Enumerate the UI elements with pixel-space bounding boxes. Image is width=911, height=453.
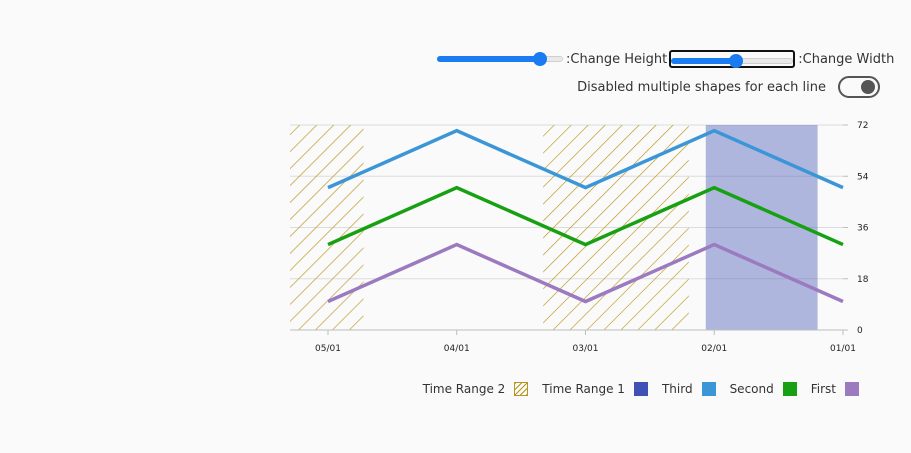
slider-fill (671, 58, 736, 64)
legend-item[interactable]: Time Range 2 (423, 382, 529, 396)
slider-thumb[interactable] (728, 54, 743, 68)
change-height-slider[interactable] (437, 50, 563, 68)
series-line-third (327, 128, 844, 190)
x-tick-label: 03/01 (573, 344, 599, 354)
series-line-second (327, 185, 844, 247)
y-tick-label: 0 (857, 326, 863, 336)
legend-label: Third (661, 382, 693, 396)
series-lines (327, 128, 844, 304)
slider-thumb[interactable] (533, 52, 548, 66)
y-tick-label: 72 (857, 121, 868, 131)
legend-label: First (810, 382, 836, 396)
size-controls: :Change Height :Change Width (437, 49, 896, 69)
time-ranges (290, 125, 818, 330)
legend-swatch (845, 382, 859, 396)
legend-label: Time Range 2 (422, 382, 506, 396)
legend-swatch (633, 382, 648, 396)
change-height-label: :Change Height (566, 51, 668, 67)
series-line-first (327, 242, 844, 304)
time-range-band (290, 125, 364, 330)
x-tick-label: 01/01 (830, 344, 856, 354)
y-tick-label: 18 (857, 275, 869, 285)
change-width-label: :Change Width (798, 51, 895, 67)
time-range-band (543, 125, 689, 330)
legend-item[interactable]: Third (662, 382, 716, 396)
legend-item[interactable]: First (811, 382, 859, 396)
legend-item[interactable]: Second (730, 382, 797, 396)
x-tick-label: 04/01 (444, 344, 470, 354)
legend-label: Second (729, 382, 774, 396)
legend-item[interactable]: Time Range 1 (542, 382, 648, 396)
time-range-band (705, 125, 818, 330)
x-tick-label: 02/01 (701, 344, 727, 354)
legend-swatch (514, 382, 529, 396)
slider-fill (437, 56, 541, 62)
axes: 05/01 04/01 03/01 02/01 01/010 18 36 54 72 (290, 121, 869, 354)
legend-swatch (782, 382, 797, 396)
chart-legend: Time Range 2 Time Range 1 Third Second First (423, 381, 859, 397)
multiple-shapes-toggle[interactable] (838, 76, 880, 98)
legend-label: Time Range 1 (542, 382, 625, 396)
x-tick-label: 05/01 (315, 344, 341, 354)
change-width-slider[interactable] (669, 50, 796, 68)
legend-swatch (701, 382, 716, 396)
y-tick-label: 54 (857, 172, 869, 182)
multiple-shapes-label: Disabled multiple shapes for each line (577, 79, 826, 95)
multiple-shapes-row: Disabled multiple shapes for each line (577, 76, 880, 98)
y-tick-label: 36 (857, 224, 869, 234)
toggle-knob (861, 80, 875, 94)
